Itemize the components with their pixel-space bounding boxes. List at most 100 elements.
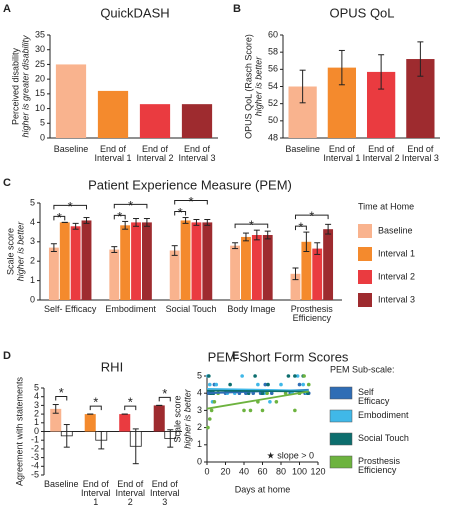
legend-label: Self Efficacy: [358, 387, 390, 406]
y-tick-label: -2: [31, 443, 39, 453]
bar: [323, 229, 334, 300]
significance-bracket: [294, 225, 307, 231]
bar: [131, 222, 141, 300]
bar: [169, 250, 180, 300]
point: [240, 374, 244, 378]
y-tick-label: 1: [34, 417, 39, 427]
y-tick-label: 5: [34, 382, 39, 392]
y-tick-label: 58: [268, 47, 278, 57]
point: [207, 374, 211, 378]
point: [260, 391, 265, 396]
x-tick-label: End of Interval 1: [81, 479, 111, 507]
y-axis-label: higher is better: [253, 56, 263, 117]
y-tick-label: 5: [40, 118, 45, 128]
significance-bracket: [89, 405, 102, 411]
point: [256, 382, 260, 387]
bar: [251, 235, 262, 300]
y-tick-label: 10: [35, 103, 45, 113]
legend-swatch: [358, 293, 372, 307]
x-tick-label: End of Interval 1: [94, 144, 131, 163]
chart-title: QuickDASH: [100, 5, 169, 20]
legend-swatch: [358, 247, 372, 261]
bar: [141, 222, 152, 300]
point: [302, 374, 306, 378]
legend-swatch: [358, 270, 372, 284]
y-tick-label: 25: [35, 59, 45, 69]
y-tick-label: 1: [197, 439, 202, 449]
y-tick-label: 60: [268, 29, 278, 39]
point: [297, 382, 302, 387]
significance-label: *: [68, 199, 73, 214]
bar: [84, 414, 96, 432]
point: [306, 382, 311, 387]
y-tick-label: 4: [34, 391, 39, 401]
legend-swatch: [358, 224, 372, 238]
x-tick-label: Baseline: [54, 144, 89, 154]
x-tick-label: 60: [257, 466, 267, 476]
point: [295, 374, 300, 378]
point: [214, 382, 219, 387]
legend-label: Interval 3: [378, 294, 415, 304]
x-tick-label: 80: [276, 466, 286, 476]
legend-label: Interval 1: [378, 248, 415, 258]
x-axis-label: Days at home: [235, 484, 291, 494]
y-tick-label: 4: [30, 217, 35, 227]
x-tick-label: 20: [220, 466, 230, 476]
trend-line: [206, 388, 309, 392]
bar: [290, 273, 301, 300]
bar: [119, 414, 131, 432]
y-tick-label: 0: [34, 426, 39, 436]
significance-label: *: [59, 385, 64, 400]
point: [212, 400, 217, 404]
x-tick-label: Social Touch: [166, 304, 217, 314]
significance-bracket: [294, 214, 329, 220]
y-axis-label: higher is better: [182, 388, 192, 449]
significance-bracket: [53, 204, 88, 210]
y-tick-label: 30: [35, 44, 45, 54]
significance-label: *: [188, 194, 193, 209]
x-tick-label: End of Interval 2: [136, 144, 173, 163]
y-tick-label: 0: [40, 132, 45, 142]
y-tick-label: 20: [35, 74, 45, 84]
legend-label: Embodiment: [358, 410, 409, 420]
x-tick-label: 0: [204, 466, 209, 476]
x-tick-label: Self- Efficacy: [44, 304, 97, 314]
significance-bracket: [174, 211, 187, 216]
chart-title: OPUS QoL: [329, 5, 394, 20]
y-axis-label: Scale score: [172, 395, 182, 442]
legend-label: Baseline: [378, 225, 413, 235]
x-tick-label: Baseline: [44, 479, 79, 489]
significance-label: *: [162, 386, 167, 401]
x-tick-label: Prosthesis Efficiency: [291, 304, 334, 323]
point: [301, 382, 306, 387]
x-tick-label: End of Interval 1: [323, 144, 360, 163]
bar: [109, 249, 120, 300]
y-tick-label: 54: [268, 81, 278, 91]
x-tick-label: Embodiment: [105, 304, 156, 314]
annotation: ★ slope > 0: [267, 450, 314, 460]
bar: [50, 408, 62, 432]
x-tick-label: Baseline: [285, 144, 320, 154]
point: [283, 391, 288, 396]
x-tick-label: 40: [239, 466, 249, 476]
bar: [153, 405, 165, 432]
y-axis-label: OPUS QoL (Rasch Score): [243, 34, 253, 139]
significance-bracket: [158, 396, 171, 402]
significance-label: *: [128, 395, 133, 410]
bar: [202, 222, 213, 300]
panel-letter: C: [3, 177, 11, 189]
significance-bracket: [124, 405, 137, 411]
y-tick-label: 50: [268, 115, 278, 125]
bar: [48, 247, 59, 300]
y-tick-label: 15: [35, 88, 45, 98]
y-tick-label: 3: [30, 236, 35, 246]
point: [274, 400, 279, 404]
y-axis-label: Perceived disability: [10, 47, 20, 125]
point: [263, 382, 268, 387]
bar: [230, 245, 241, 300]
significance-label: *: [298, 220, 303, 235]
panel-letter: B: [233, 3, 241, 15]
point: [248, 408, 253, 413]
y-axis-label: higher is greater disability: [20, 35, 30, 138]
y-tick-label: -1: [31, 435, 39, 445]
